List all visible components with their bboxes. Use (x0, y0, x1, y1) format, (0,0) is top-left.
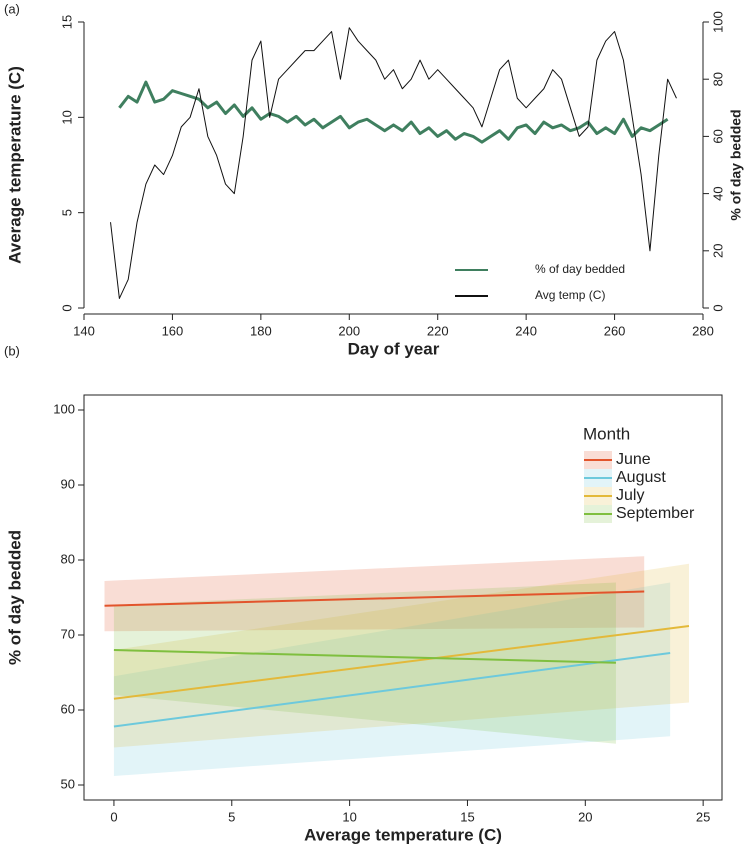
panel-label: (b) (4, 343, 20, 358)
confidence-band (113, 582, 616, 744)
legend-title: Month (583, 424, 630, 443)
legend-label: % of day bedded (535, 262, 625, 276)
x-tick-label: 180 (250, 323, 272, 338)
y2-tick-label: 20 (710, 244, 725, 258)
legend-label: June (616, 451, 651, 468)
legend-label: September (616, 505, 695, 522)
y-axis-title: % of day bedded (5, 530, 24, 665)
y2-tick-label: 60 (710, 129, 725, 143)
y-tick-label: 90 (61, 476, 75, 491)
series-line (113, 649, 616, 664)
series-line (113, 625, 690, 700)
y-tick-label: 80 (61, 551, 75, 566)
x-tick-label: 0 (110, 809, 117, 824)
y-axis-title: Average temperature (C) (5, 66, 24, 264)
series-line (110, 27, 677, 299)
legend-label: Avg temp (C) (535, 288, 605, 302)
x-tick-label: 15 (460, 809, 474, 824)
y-tick-label: 15 (59, 15, 74, 29)
x-tick-label: 160 (162, 323, 184, 338)
x-tick-label: 140 (73, 323, 95, 338)
y-tick-label: 5 (59, 209, 74, 216)
x-axis-title: Average temperature (C) (304, 825, 502, 844)
x-tick-label: 200 (338, 323, 360, 338)
confidence-band (113, 582, 671, 776)
y2-tick-label: 80 (710, 72, 725, 86)
y-tick-label: 50 (61, 776, 75, 791)
x-tick-label: 260 (604, 323, 626, 338)
y-tick-label: 100 (53, 401, 75, 416)
x-tick-label: 10 (342, 809, 356, 824)
y2-tick-label: 0 (710, 304, 725, 311)
confidence-band (104, 556, 645, 632)
legend-label: July (616, 487, 644, 504)
y-tick-label: 0 (59, 304, 74, 311)
series-line (104, 590, 645, 607)
x-tick-label: 240 (515, 323, 537, 338)
x-tick-label: 20 (578, 809, 592, 824)
legend-label: August (616, 469, 666, 486)
x-tick-label: 25 (696, 809, 710, 824)
plot-border (83, 394, 723, 801)
x-tick-label: 220 (427, 323, 449, 338)
y2-axis-title: % of day bedded (728, 109, 744, 220)
y-tick-label: 60 (61, 701, 75, 716)
confidence-band (113, 563, 690, 748)
x-axis-title: Day of year (348, 339, 440, 358)
y-tick-label: 10 (59, 110, 74, 124)
x-tick-label: 5 (228, 809, 235, 824)
y2-tick-label: 40 (710, 186, 725, 200)
x-tick-label: 280 (692, 323, 714, 338)
y2-tick-label: 100 (710, 11, 725, 33)
y-tick-label: 70 (61, 626, 75, 641)
series-line (113, 652, 671, 728)
series-line (118, 80, 669, 144)
panel-label: (a) (4, 1, 20, 16)
